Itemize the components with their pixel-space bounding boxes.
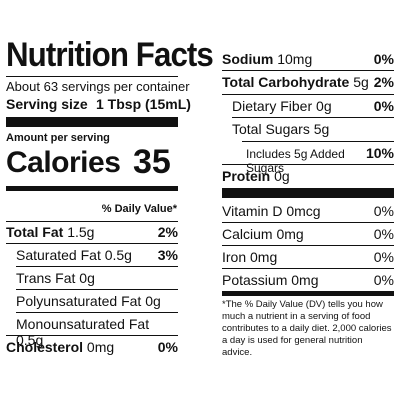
vitamin-dv: 0% (373, 249, 394, 265)
vitamin-label: Iron (222, 249, 247, 265)
serving-size-label: Serving size (6, 96, 88, 112)
divider (16, 266, 178, 267)
nutrient-label: Cholesterol (6, 339, 84, 355)
nutrition-facts-title: Nutrition Facts (6, 36, 214, 74)
nutrient-row-saturated-fat: Saturated Fat 0.5g 3% (16, 247, 178, 263)
calories-value: 35 (133, 143, 171, 181)
nutrient-row-cholesterol: Cholesterol 0mg 0% (6, 339, 178, 355)
divider (222, 94, 394, 95)
thick-divider (222, 188, 394, 198)
nutrient-row-total-carbohydrate: Total Carbohydrate 5g 2% (222, 74, 394, 90)
vitamin-row-iron: Iron 0mg 0% (222, 249, 394, 265)
nutrient-label: Polyunsaturated Fat (16, 293, 142, 309)
vitamin-amount: 0mg (250, 249, 278, 265)
divider (222, 268, 394, 269)
daily-value-footnote: *The % Daily Value (DV) tells you how mu… (222, 299, 392, 358)
nutrient-row-added-sugars: Includes 5g Added Sugars 10% (246, 145, 394, 175)
nutrient-dv: 10% (365, 145, 394, 161)
divider (222, 164, 394, 165)
divider (6, 221, 178, 222)
nutrient-amount: 0mg (86, 339, 115, 355)
nutrient-amount: 0g (316, 98, 332, 114)
nutrient-amount: 0.5g (16, 332, 44, 348)
vitamin-label: Calcium (222, 226, 273, 242)
divider (222, 70, 394, 71)
vitamin-dv: 0% (373, 226, 394, 242)
medium-divider (6, 186, 178, 191)
nutrient-label: Total Sugars (232, 121, 310, 137)
vitamin-amount: 0mg (291, 272, 319, 288)
divider (222, 245, 394, 246)
nutrient-label: Dietary Fiber (232, 98, 313, 114)
servings-per-container: About 63 servings per container (6, 79, 190, 94)
divider (222, 222, 394, 223)
nutrient-row-monounsaturated-fat: Monounsaturated Fat 0.5g (16, 316, 178, 348)
medium-divider (222, 291, 394, 296)
nutrient-dv: 2% (373, 74, 394, 90)
nutrient-label: Total Fat (6, 224, 64, 240)
nutrient-dv: 0% (373, 51, 394, 67)
daily-value-header: % Daily Value* (101, 203, 177, 215)
nutrient-dv: 0% (157, 339, 178, 355)
nutrient-dv: 3% (157, 247, 178, 263)
vitamin-row-calcium: Calcium 0mg 0% (222, 226, 394, 242)
divider (6, 243, 178, 244)
nutrient-amount: 0.5g (104, 247, 132, 263)
vitamin-row-vitamin-d: Vitamin D 0mcg 0% (222, 203, 394, 219)
serving-size-value: 1 Tbsp (15mL) (96, 96, 191, 112)
vitamin-label: Vitamin D (222, 203, 283, 219)
nutrient-row-sodium: Sodium 10mg 0% (222, 51, 394, 67)
nutrient-label: Trans Fat (16, 270, 76, 286)
amount-per-serving: Amount per serving (6, 132, 110, 144)
vitamin-row-potassium: Potassium 0mg 0% (222, 272, 394, 288)
nutrient-amount: 0g (274, 168, 290, 184)
nutrient-amount: 10mg (277, 51, 313, 67)
nutrient-row-dietary-fiber: Dietary Fiber 0g 0% (232, 98, 394, 114)
nutrient-label: Sodium (222, 51, 274, 67)
vitamin-label: Potassium (222, 272, 288, 288)
calories-label: Calories (6, 146, 121, 179)
divider (232, 117, 394, 118)
nutrient-row-protein: Protein 0g (222, 168, 394, 184)
vitamin-dv: 0% (373, 203, 394, 219)
divider (6, 76, 178, 77)
nutrient-amount: 1.5g (67, 224, 95, 240)
nutrient-label: Monounsaturated Fat (16, 316, 150, 332)
thick-divider (6, 117, 178, 127)
nutrient-label: Total Carbohydrate (222, 74, 350, 90)
nutrient-row-polyunsaturated-fat: Polyunsaturated Fat 0g (16, 293, 178, 309)
nutrient-row-total-sugars: Total Sugars 5g (232, 121, 394, 137)
divider (242, 141, 394, 142)
vitamin-amount: 0mg (276, 226, 304, 242)
nutrient-amount: 0g (145, 293, 161, 309)
nutrient-row-total-fat: Total Fat 1.5g 2% (6, 224, 178, 240)
divider (6, 335, 178, 336)
nutrient-amount: 5g (353, 74, 369, 90)
vitamin-amount: 0mcg (286, 203, 321, 219)
nutrient-amount: 5g (313, 121, 330, 137)
vitamin-dv: 0% (373, 272, 394, 288)
nutrient-label: Saturated Fat (16, 247, 101, 263)
nutrient-dv: 0% (373, 98, 394, 114)
nutrient-label: Protein (222, 168, 271, 184)
nutrient-row-trans-fat: Trans Fat 0g (16, 270, 178, 286)
nutrient-amount: 0g (79, 270, 95, 286)
divider (16, 312, 178, 313)
divider (16, 289, 178, 290)
nutrient-dv: 2% (157, 224, 178, 240)
